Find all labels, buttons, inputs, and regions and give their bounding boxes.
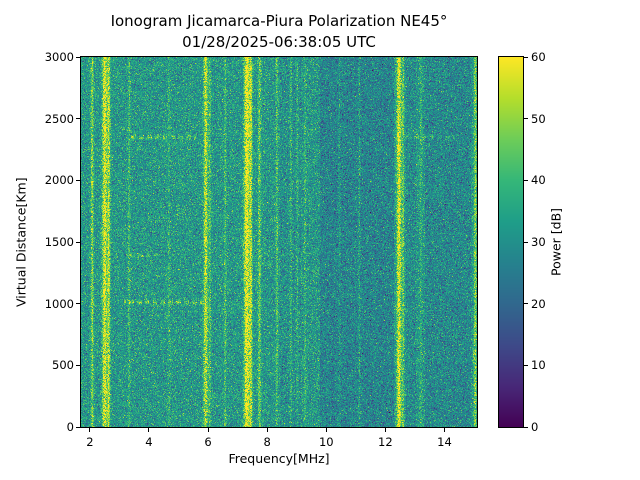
colorbar-tick-mark	[524, 364, 528, 366]
y-tick-mark	[76, 118, 80, 120]
x-tick-label: 12	[378, 435, 393, 449]
x-tick-label: 2	[86, 435, 94, 449]
x-tick-mark	[443, 428, 445, 432]
y-tick-mark	[76, 364, 80, 366]
y-tick-mark	[76, 241, 80, 243]
colorbar-tick-mark	[524, 56, 528, 58]
x-tick-label: 14	[437, 435, 452, 449]
colorbar-tick-label: 0	[531, 420, 539, 434]
x-tick-mark	[148, 428, 150, 432]
y-tick-mark	[76, 179, 80, 181]
y-tick-label: 2000	[44, 173, 74, 188]
x-tick-mark	[325, 428, 327, 432]
y-tick-label: 0	[66, 420, 74, 434]
y-tick-label: 3000	[44, 50, 74, 64]
x-tick-mark	[266, 428, 268, 432]
x-tick-label: 8	[263, 435, 271, 449]
x-tick-label: 10	[318, 435, 334, 449]
chart-title: Ionogram Jicamarca-Piura Polarization NE…	[110, 12, 448, 30]
colorbar-tick-mark	[524, 426, 528, 428]
colorbar-tick-mark	[524, 241, 528, 243]
ionogram-heatmap	[80, 56, 478, 428]
x-tick-mark	[384, 428, 386, 432]
x-axis-label: Frequency[MHz]	[228, 451, 330, 466]
x-tick-mark	[89, 428, 91, 432]
colorbar-tick-mark	[524, 118, 528, 120]
y-tick-label: 500	[52, 358, 74, 373]
y-tick-mark	[76, 303, 80, 305]
y-tick-mark	[76, 426, 80, 428]
colorbar-tick-label: 30	[531, 235, 546, 249]
colorbar-tick-label: 40	[531, 173, 546, 188]
x-tick-label: 4	[145, 435, 153, 449]
y-tick-label: 2500	[44, 111, 74, 126]
chart-subtitle: 01/28/2025-06:38:05 UTC	[182, 33, 376, 51]
colorbar-gradient	[498, 56, 524, 428]
colorbar-tick-mark	[524, 303, 528, 305]
x-tick-label: 6	[204, 435, 212, 449]
colorbar-tick-label: 20	[531, 296, 546, 311]
x-tick-mark	[207, 428, 209, 432]
colorbar-tick-label: 10	[531, 358, 546, 373]
colorbar-tick-label: 50	[531, 111, 546, 126]
y-tick-label: 1000	[44, 296, 74, 311]
colorbar-tick-mark	[524, 179, 528, 181]
y-tick-mark	[76, 56, 80, 58]
colorbar-tick-label: 60	[531, 50, 546, 64]
y-tick-label: 1500	[44, 235, 74, 249]
